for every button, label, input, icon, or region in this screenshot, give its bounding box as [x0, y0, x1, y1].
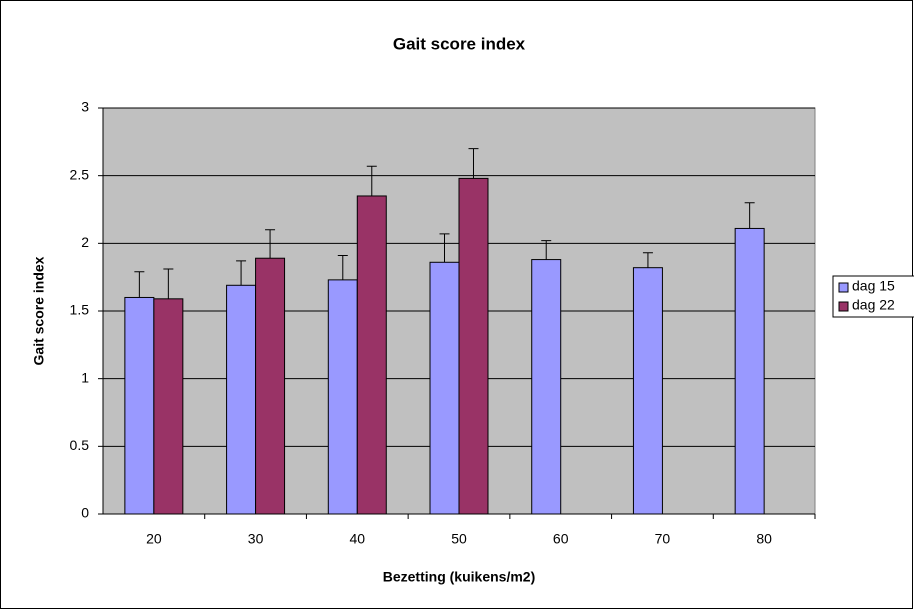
x-tick-label: 60: [553, 531, 569, 547]
y-tick-label: 2.5: [70, 166, 90, 182]
error-bar: [541, 240, 552, 260]
y-tick-label: 3: [81, 99, 89, 115]
error-bar: [236, 260, 247, 286]
bar: [531, 259, 562, 515]
error-bar: [468, 148, 479, 179]
y-tick-label: 2: [81, 234, 89, 250]
error-bar: [265, 229, 276, 259]
bar: [632, 267, 663, 515]
bar: [124, 296, 155, 515]
x-axis-title: Bezetting (kuikens/m2): [383, 569, 535, 585]
x-tick-label: 70: [655, 531, 671, 547]
bar: [153, 298, 184, 515]
error-bar: [337, 255, 348, 280]
error-bar: [439, 233, 450, 263]
chart-title: Gait score index: [393, 34, 526, 53]
bar: [327, 279, 358, 515]
y-tick-label: 0: [81, 505, 89, 521]
legend-swatch: [838, 301, 849, 312]
bar: [356, 195, 387, 515]
legend-label: dag 22: [852, 297, 895, 313]
y-axis-title: Gait score index: [31, 256, 47, 365]
bar: [429, 261, 460, 515]
error-bar: [366, 165, 377, 196]
bar: [226, 284, 257, 515]
x-tick-label: 40: [349, 531, 365, 547]
bar: [458, 177, 489, 515]
bar: [255, 257, 286, 515]
legend-label: dag 15: [852, 278, 895, 294]
x-tick-label: 50: [451, 531, 467, 547]
error-bar: [642, 252, 653, 268]
error-bar: [163, 268, 174, 299]
error-bar: [744, 202, 755, 229]
error-bar: [134, 271, 145, 298]
x-tick-label: 80: [756, 531, 772, 547]
y-tick-label: 1: [81, 369, 89, 385]
legend-swatch: [838, 282, 849, 293]
x-tick-label: 20: [146, 531, 162, 547]
bar: [734, 227, 765, 515]
x-tick-label: 30: [248, 531, 264, 547]
y-tick-label: 1.5: [70, 302, 90, 318]
y-tick-label: 0.5: [70, 437, 90, 453]
